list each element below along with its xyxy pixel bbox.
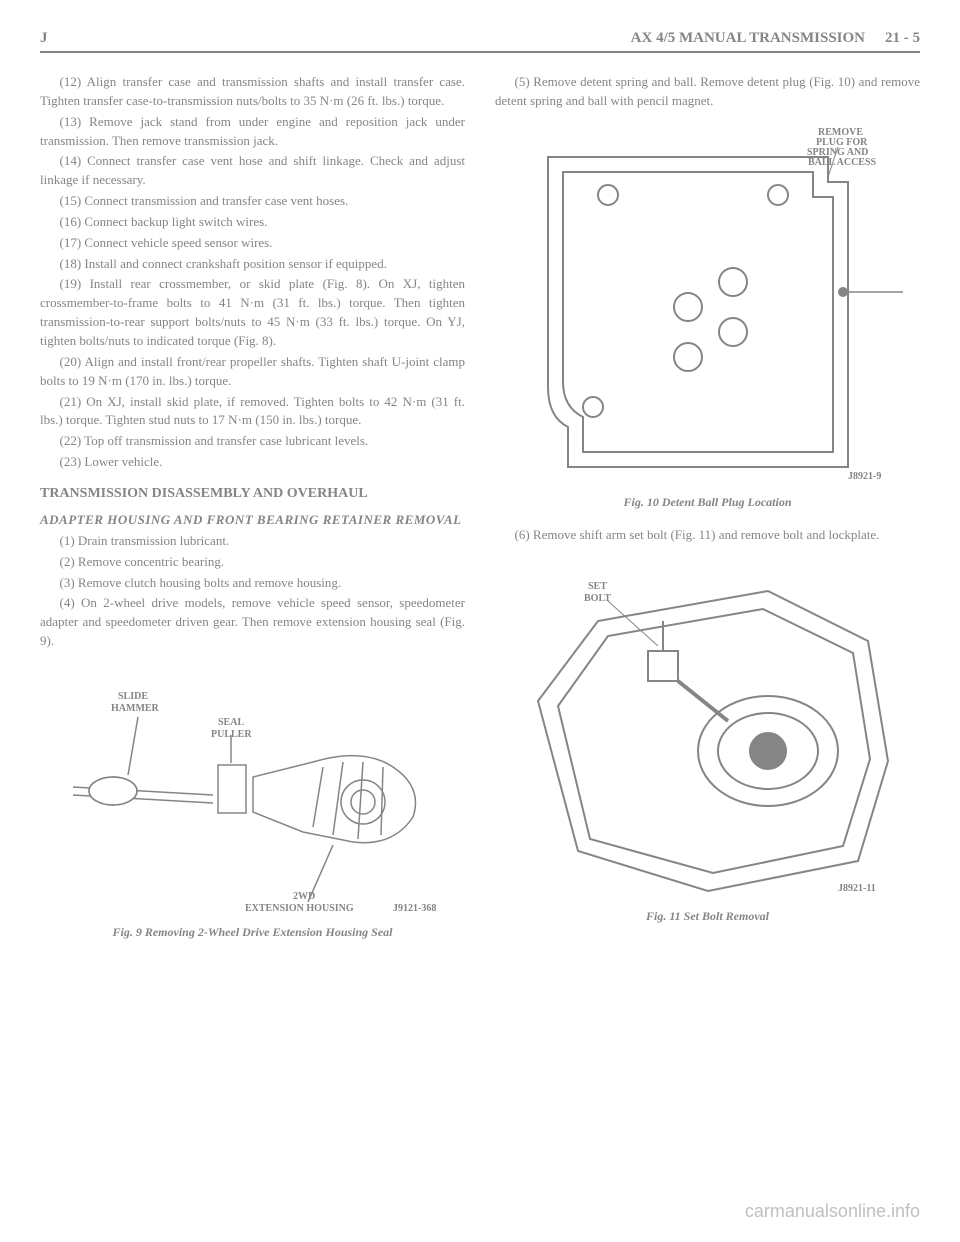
figure-10-caption: Fig. 10 Detent Ball Plug Location: [495, 495, 920, 510]
section-heading-disassembly: TRANSMISSION DISASSEMBLY AND OVERHAUL: [40, 486, 465, 502]
substep-1: (1) Drain transmission lubricant.: [40, 532, 465, 551]
step-17: (17) Connect vehicle speed sensor wires.: [40, 234, 465, 253]
step-15: (15) Connect transmission and transfer c…: [40, 192, 465, 211]
fig9-label-slide-hammer: SLIDE: [118, 691, 148, 702]
figure-10: REMOVE PLUG FOR SPRING AND BALL ACCESS J…: [495, 127, 920, 510]
step-22: (22) Top off transmission and transfer c…: [40, 432, 465, 451]
substep-3: (3) Remove clutch housing bolts and remo…: [40, 574, 465, 593]
figure-9-svg: SLIDE HAMMER SEAL PULLER 2WD EXTENSION H…: [53, 667, 453, 917]
fig11-code: J8921-11: [838, 883, 876, 894]
figure-9-caption: Fig. 9 Removing 2-Wheel Drive Extension …: [40, 925, 465, 940]
step-18: (18) Install and connect crankshaft posi…: [40, 255, 465, 274]
content-area: (12) Align transfer case and transmissio…: [40, 73, 920, 956]
fig11-label-bolt: BOLT: [584, 593, 611, 604]
left-column: (12) Align transfer case and transmissio…: [40, 73, 465, 956]
right-column: (5) Remove detent spring and ball. Remov…: [495, 73, 920, 956]
step-20: (20) Align and install front/rear propel…: [40, 353, 465, 391]
step-13: (13) Remove jack stand from under engine…: [40, 113, 465, 151]
figure-9: SLIDE HAMMER SEAL PULLER 2WD EXTENSION H…: [40, 667, 465, 940]
step-5: (5) Remove detent spring and ball. Remov…: [495, 73, 920, 111]
figure-10-svg: REMOVE PLUG FOR SPRING AND BALL ACCESS J…: [508, 127, 908, 487]
fig9-label-2wd: 2WD: [293, 891, 315, 902]
step-6: (6) Remove shift arm set bolt (Fig. 11) …: [495, 526, 920, 545]
step-12: (12) Align transfer case and transmissio…: [40, 73, 465, 111]
fig9-code: J9121-368: [393, 903, 436, 914]
step-23: (23) Lower vehicle.: [40, 453, 465, 472]
figure-11-svg: SET BOLT J8921-11: [508, 561, 908, 901]
header-left: J: [40, 30, 48, 47]
substep-4: (4) On 2-wheel drive models, remove vehi…: [40, 594, 465, 651]
fig9-label-ext-housing: EXTENSION HOUSING: [245, 903, 354, 914]
header-right: AX 4/5 MANUAL TRANSMISSION 21 - 5: [631, 30, 920, 47]
fig9-label-slide-hammer-2: HAMMER: [111, 703, 160, 714]
figure-11: SET BOLT J8921-11 Fig. 11 Set Bolt Remov…: [495, 561, 920, 924]
step-19: (19) Install rear crossmember, or skid p…: [40, 275, 465, 350]
figure-11-caption: Fig. 11 Set Bolt Removal: [495, 909, 920, 924]
step-16: (16) Connect backup light switch wires.: [40, 213, 465, 232]
header-page: 21 - 5: [885, 30, 920, 47]
fig10-code: J8921-9: [848, 471, 881, 482]
fig10-label-4: BALL ACCESS: [808, 157, 877, 168]
watermark: carmanualsonline.info: [745, 1201, 920, 1222]
header-title: AX 4/5 MANUAL TRANSMISSION: [631, 30, 865, 47]
substep-2: (2) Remove concentric bearing.: [40, 553, 465, 572]
sub-heading-adapter: ADAPTER HOUSING AND FRONT BEARING RETAIN…: [40, 512, 465, 528]
step-14: (14) Connect transfer case vent hose and…: [40, 152, 465, 190]
fig9-label-puller: PULLER: [211, 729, 252, 740]
fig11-label-set: SET: [588, 581, 607, 592]
fig9-label-seal: SEAL: [218, 717, 244, 728]
page-header: J AX 4/5 MANUAL TRANSMISSION 21 - 5: [40, 30, 920, 53]
step-21: (21) On XJ, install skid plate, if remov…: [40, 393, 465, 431]
